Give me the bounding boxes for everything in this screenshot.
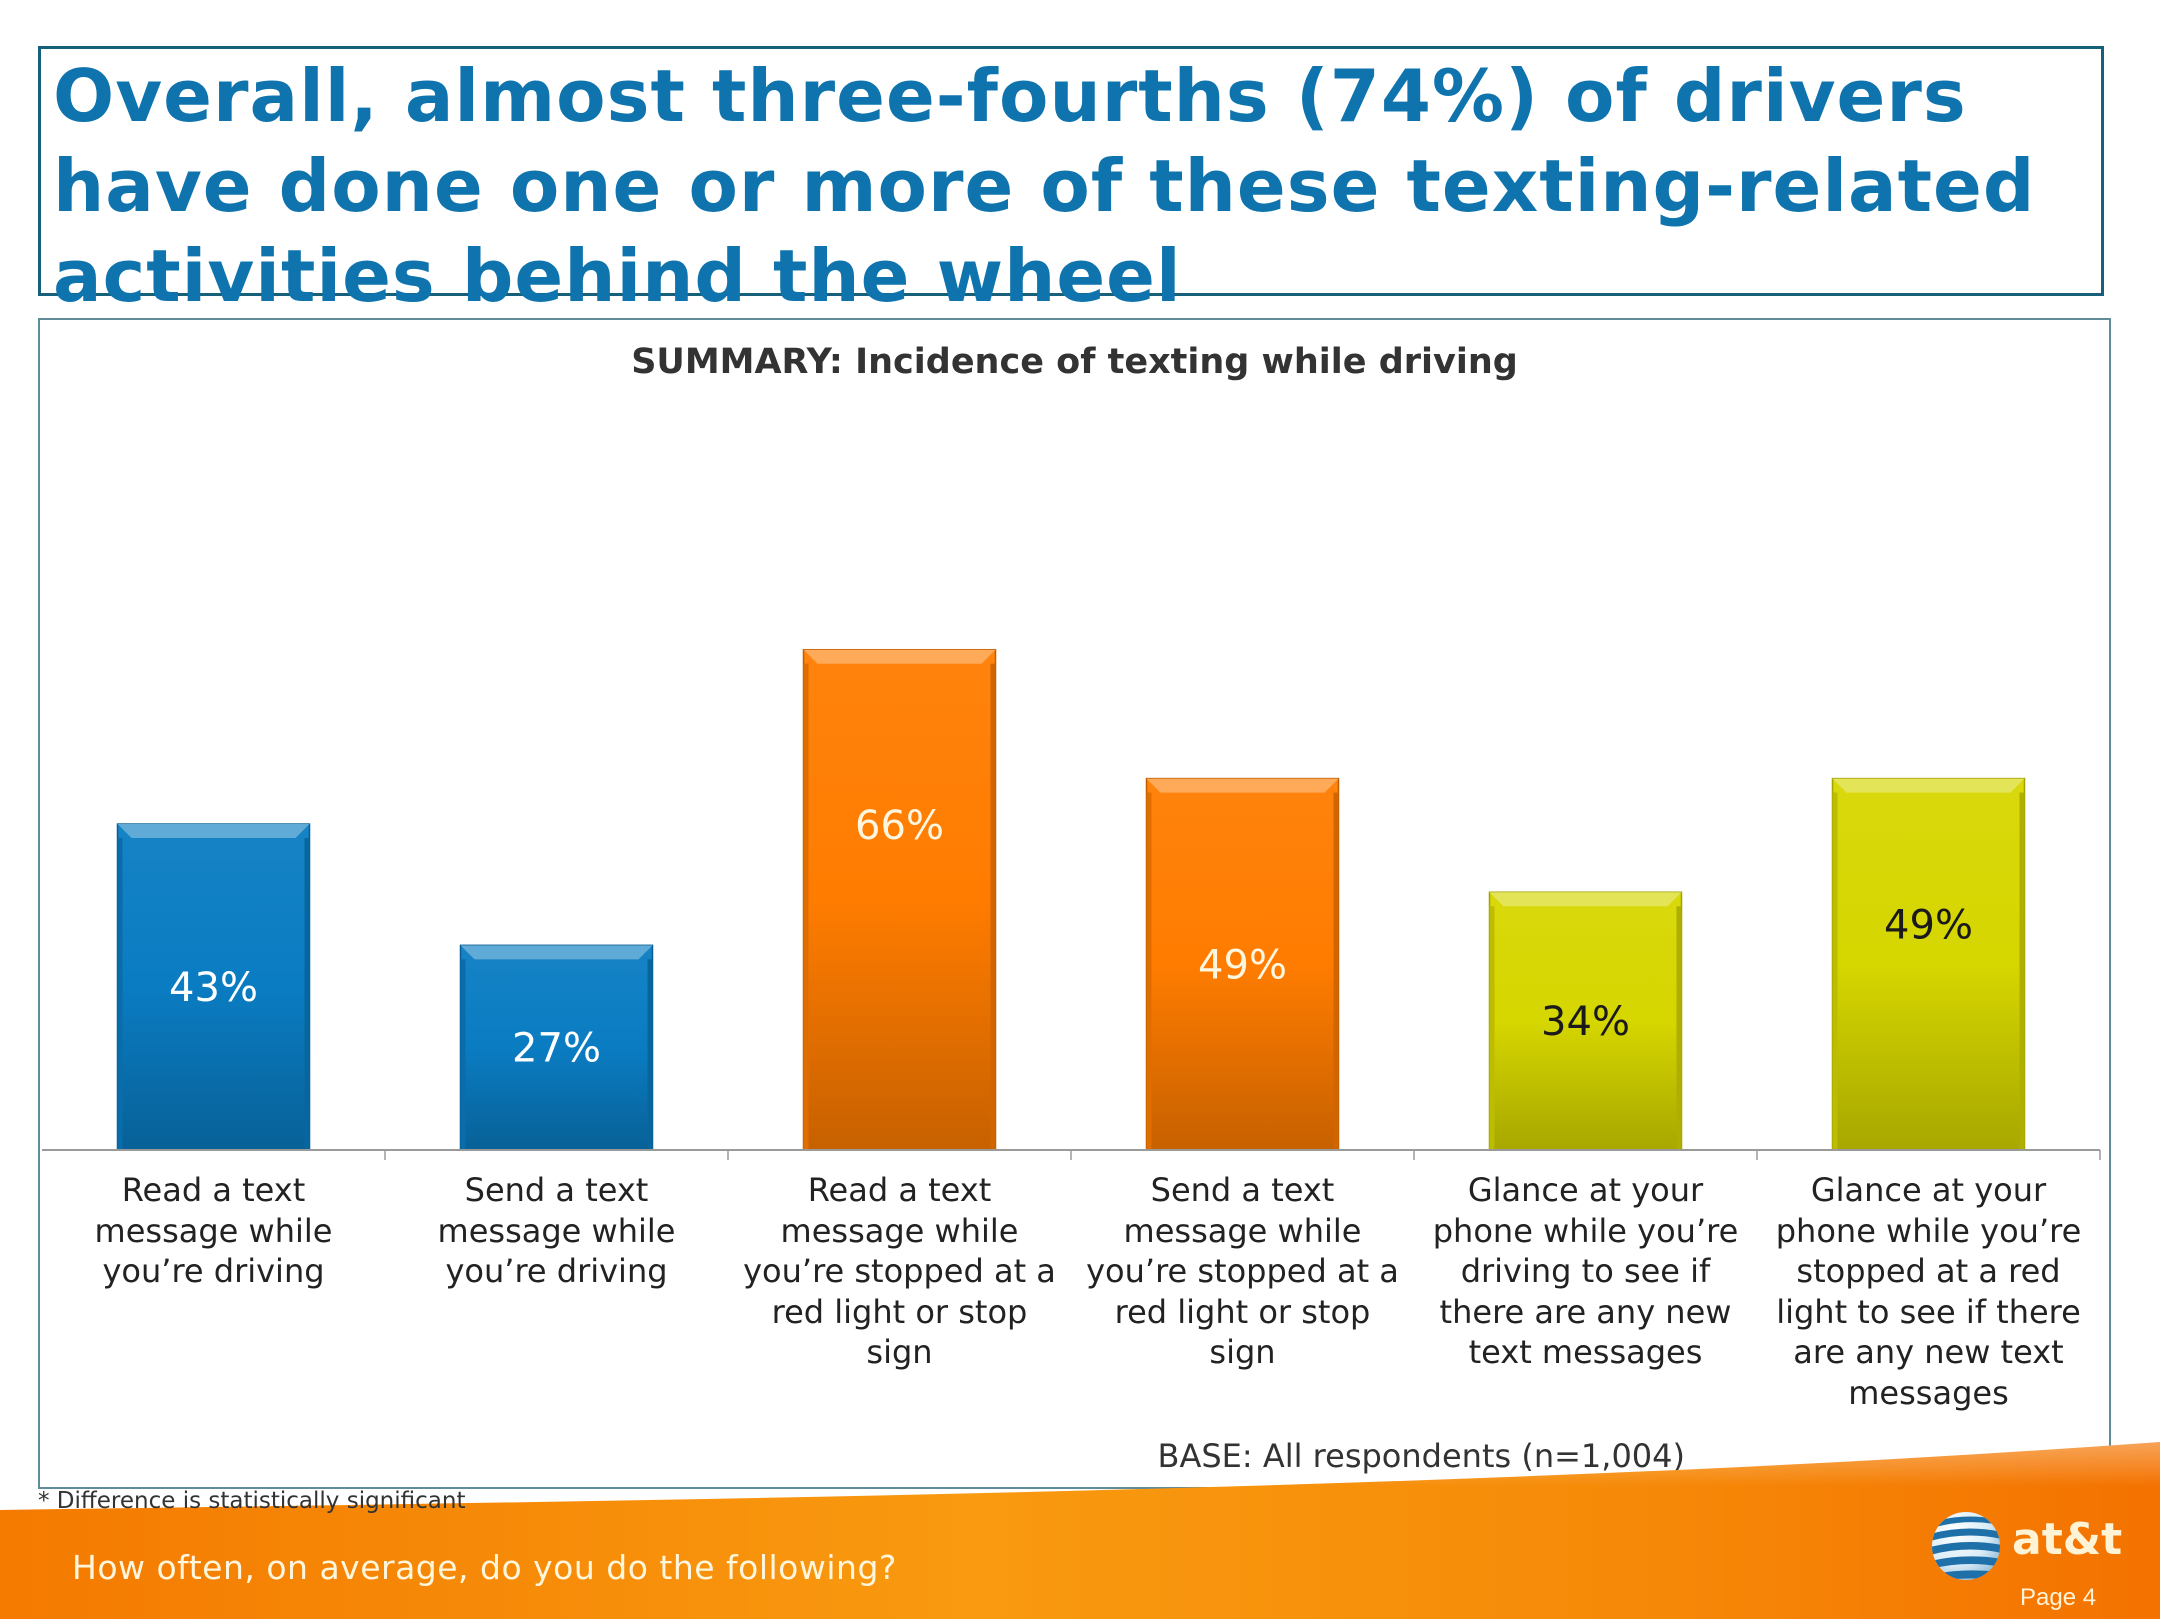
x-tick-label-line: there are any new: [1439, 1292, 1732, 1331]
slide-title: Overall, almost three-fourths (74%) of d…: [53, 54, 2036, 318]
bar-edge: [1489, 906, 1495, 1150]
x-tick-label-line: you’re stopped at a: [743, 1252, 1056, 1290]
bar-bevel: [460, 945, 653, 960]
x-tick-label-line: phone while you’re: [1432, 1211, 1739, 1250]
x-tick-label-line: red light or stop: [1114, 1292, 1371, 1331]
x-tick-label-line: Glance at your: [1467, 1171, 1704, 1209]
x-tick-label-line: phone while you’re: [1775, 1211, 2082, 1250]
bar-group: [459, 944, 654, 1151]
x-tick-label: Read a text message while you’re driving: [46, 1170, 382, 1292]
bar-edge: [1832, 792, 1838, 1150]
bar-bevel: [1489, 892, 1682, 907]
att-logo: at&t: [1928, 1508, 2128, 1580]
footnote: * Difference is statistically significan…: [38, 1488, 466, 1514]
x-tick-label-line: message while: [1123, 1211, 1362, 1250]
value-label: 49%: [1884, 902, 1973, 948]
bar: [802, 648, 997, 1151]
chart-frame: SUMMARY: Incidence of texting while driv…: [38, 318, 2111, 1489]
x-tick-label-line: are any new text: [1793, 1333, 2064, 1371]
footer-question: How often, on average, do you do the fol…: [72, 1548, 897, 1587]
bar: [1831, 777, 2026, 1151]
value-label: 49%: [1198, 942, 1287, 988]
x-tick-label-line: Read a text: [121, 1171, 306, 1209]
bar-bevel: [1146, 778, 1339, 793]
globe-icon: [1932, 1512, 2000, 1580]
bar-edge: [647, 959, 653, 1150]
x-tick-label-line: you’re driving: [102, 1252, 325, 1290]
slide-title-box: Overall, almost three-fourths (74%) of d…: [38, 46, 2104, 318]
x-tick-label-line: red light or stop: [771, 1292, 1028, 1331]
x-tick-label: Glance at your phone while you’re stopped …: [1761, 1170, 2097, 1413]
bar-edge: [2019, 792, 2025, 1150]
x-tick-label-line: Read a text: [807, 1171, 992, 1209]
x-tick-label-line: Send a text: [1150, 1171, 1335, 1209]
bar-group: [1488, 891, 1683, 1151]
footer-highlight: [0, 1442, 2160, 1619]
bar: [1145, 777, 1340, 1151]
value-label: 34%: [1541, 999, 1630, 1045]
x-tick-label-line: message while: [94, 1211, 333, 1250]
bar-edge: [1146, 792, 1152, 1150]
chart-title: SUMMARY: Incidence of texting while driv…: [631, 342, 1518, 382]
x-tick-label-line: sign: [866, 1333, 933, 1371]
base-note: BASE: All respondents (n=1,004): [1157, 1437, 1686, 1475]
bar-edge: [460, 959, 466, 1150]
bar: [1488, 891, 1683, 1151]
value-label: 66%: [855, 803, 944, 849]
x-tick-label-line: stopped at a red: [1796, 1252, 2061, 1290]
x-tick-label: Read a text message while you’re stopped a…: [732, 1170, 1068, 1373]
logo-text: at&t: [2012, 1514, 2123, 1565]
bar-edge: [1333, 792, 1339, 1150]
bar-edge: [117, 838, 123, 1150]
bar-bevel: [117, 824, 310, 839]
page-number: Page 4: [2020, 1584, 2097, 1611]
value-label: 43%: [169, 965, 258, 1011]
x-tick-label-line: message while: [437, 1211, 676, 1250]
x-tick-label: Send a text message while you’re driving: [389, 1170, 725, 1292]
bar-chart: 43% 27% 66% 49% 34% 49%: [42, 648, 2101, 1160]
x-tick-label-line: text messages: [1468, 1333, 1703, 1371]
bar-edge: [803, 663, 809, 1150]
bar-group: [1831, 777, 2026, 1151]
x-tick-label-line: message while: [780, 1211, 1019, 1250]
x-tick-label-line: driving to see if: [1460, 1252, 1711, 1290]
x-tick-label-line: messages: [1848, 1373, 2009, 1412]
bar-group: [1145, 777, 1340, 1151]
x-tick-label-line: Send a text: [464, 1171, 649, 1209]
bar-bevel: [803, 649, 996, 664]
value-label: 27%: [512, 1026, 601, 1072]
x-tick-label-line: sign: [1209, 1333, 1276, 1371]
bar-edge: [990, 663, 996, 1150]
x-tick-label-line: you’re stopped at a: [1086, 1252, 1399, 1290]
x-tick-label-line: light to see if there: [1776, 1292, 2081, 1331]
bar-group: [116, 823, 311, 1151]
bar-group: [802, 648, 997, 1151]
bar-edge: [304, 838, 310, 1150]
bar: [459, 944, 654, 1151]
x-tick-label-line: Glance at your: [1810, 1171, 2047, 1209]
bar-edge: [1676, 906, 1682, 1150]
x-tick-label: Glance at your phone while you’re driving …: [1418, 1170, 1754, 1373]
x-tick-label: Send a text message while you’re stopped a…: [1075, 1170, 1411, 1373]
bar-bevel: [1832, 778, 2025, 793]
x-tick-label-line: you’re driving: [445, 1252, 668, 1290]
